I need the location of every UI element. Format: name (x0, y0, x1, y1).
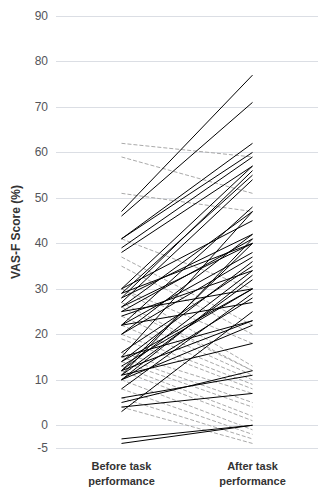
svg-text:20: 20 (35, 327, 49, 341)
svg-text:70: 70 (35, 100, 49, 114)
svg-text:VAS-F Score (%): VAS-F Score (%) (9, 185, 23, 279)
svg-text:10: 10 (35, 373, 49, 387)
svg-text:Before task: Before task (92, 460, 153, 472)
svg-text:After task: After task (227, 460, 279, 472)
svg-text:60: 60 (35, 145, 49, 159)
svg-text:performance: performance (219, 475, 286, 487)
svg-text:30: 30 (35, 282, 49, 296)
svg-text:40: 40 (35, 236, 49, 250)
svg-text:0: 0 (41, 418, 48, 432)
svg-text:-5: -5 (37, 441, 48, 455)
svg-text:80: 80 (35, 54, 49, 68)
svg-text:50: 50 (35, 191, 49, 205)
svg-text:performance: performance (88, 475, 155, 487)
svg-text:90: 90 (35, 9, 49, 23)
